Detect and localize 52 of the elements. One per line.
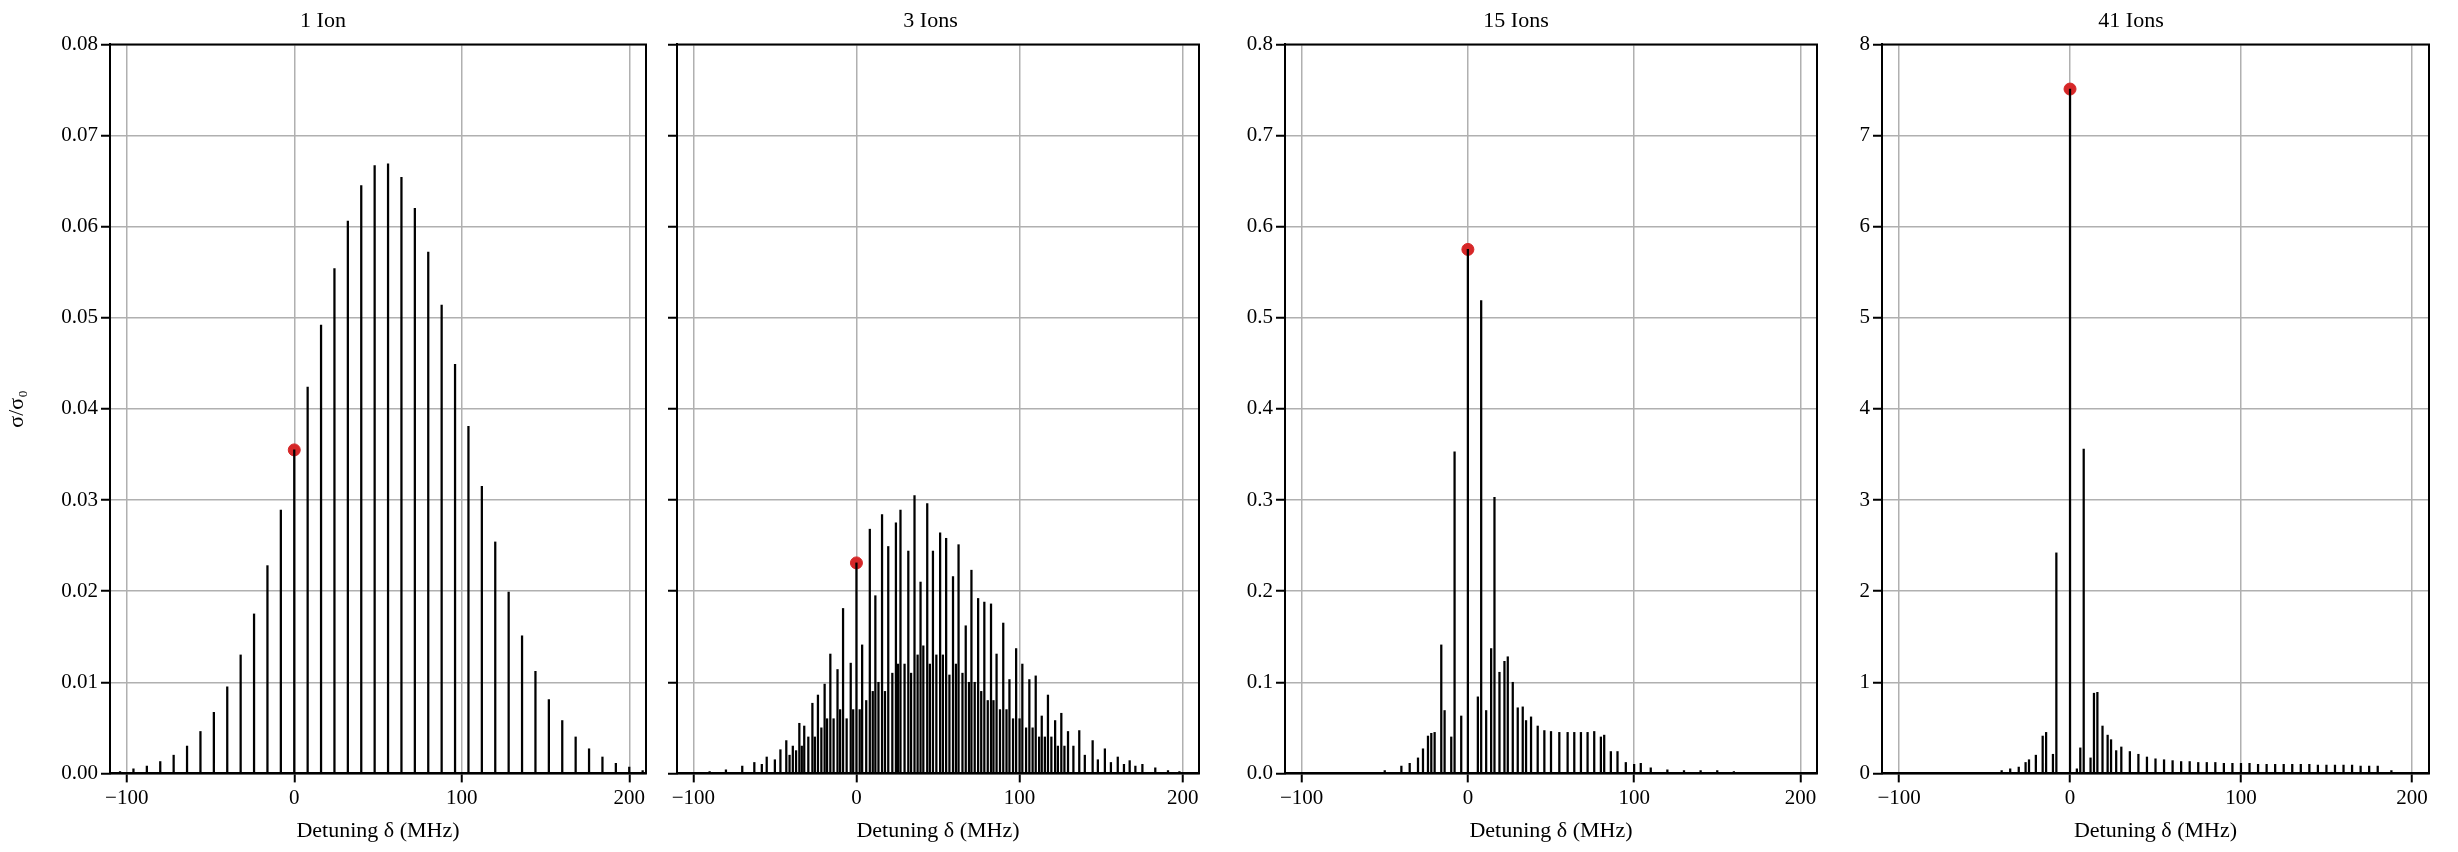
- y-tick-label: 0.05: [61, 304, 98, 329]
- y-tick-label: 1: [1859, 668, 1870, 693]
- x-axis-title: Detuning δ (MHz): [1469, 816, 1633, 842]
- x-tick-label: 0: [1462, 784, 1474, 809]
- x-tick-label: 200: [1784, 784, 1817, 809]
- x-tick-label: −100: [1877, 784, 1921, 809]
- y-tick-label: 0.1: [1246, 668, 1273, 693]
- chart-title: 3 Ions: [903, 6, 958, 32]
- y-tick-label: 0.07: [61, 122, 98, 147]
- y-tick-label: 0.02: [61, 577, 98, 602]
- y-tick-label: 2: [1859, 577, 1870, 602]
- x-axis-title: Detuning δ (MHz): [296, 816, 460, 842]
- y-tick-label: 0.00: [61, 759, 98, 784]
- x-axis-title: Detuning δ (MHz): [2073, 816, 2238, 842]
- y-tick-label: 7: [1859, 122, 1870, 147]
- y-tick-label: 0.7: [1246, 122, 1273, 147]
- x-tick-label: −100: [671, 784, 715, 809]
- y-tick-label: 0.04: [61, 395, 99, 420]
- x-tick-label: −100: [1279, 784, 1324, 809]
- x-tick-label: −100: [105, 784, 149, 809]
- x-tick-label: 200: [613, 784, 645, 809]
- x-tick-label: 100: [1003, 784, 1036, 809]
- y-tick-label: 0.2: [1246, 577, 1273, 602]
- x-tick-label: 0: [851, 784, 862, 809]
- y-tick-label: 4: [1859, 395, 1871, 420]
- y-tick-label: 0.01: [61, 668, 98, 693]
- y-tick-label: 0.5: [1246, 304, 1273, 329]
- x-tick-label: 200: [1166, 784, 1199, 809]
- y-tick-label: 5: [1859, 304, 1870, 329]
- y-axis-title: σ/σ₀: [2, 390, 28, 428]
- y-tick-label: 0.4: [1246, 395, 1274, 420]
- chart-title: 41 Ions: [2098, 6, 2164, 32]
- chart-title: 1 Ion: [300, 6, 346, 32]
- x-tick-label: 0: [2064, 784, 2076, 809]
- chart-title: 15 Ions: [1483, 6, 1549, 32]
- y-tick-label: 0.3: [1246, 486, 1273, 511]
- x-tick-label: 100: [446, 784, 478, 809]
- x-tick-label: 100: [2225, 784, 2257, 809]
- y-tick-label: 0.0: [1246, 759, 1273, 784]
- y-tick-label: 0.6: [1246, 213, 1273, 238]
- y-tick-label: 3: [1859, 486, 1870, 511]
- y-tick-label: 0.06: [61, 213, 98, 238]
- y-tick-label: 0.03: [61, 486, 98, 511]
- x-tick-label: 100: [1618, 784, 1650, 809]
- x-axis-title: Detuning δ (MHz): [856, 816, 1020, 842]
- y-tick-label: 6: [1859, 213, 1870, 238]
- y-tick-label: 0.8: [1246, 30, 1273, 55]
- x-tick-label: 200: [2396, 784, 2428, 809]
- x-tick-label: 0: [289, 784, 300, 809]
- y-tick-label: 0.08: [61, 30, 98, 55]
- y-tick-label: 0: [1859, 759, 1870, 784]
- y-tick-label: 8: [1859, 30, 1870, 55]
